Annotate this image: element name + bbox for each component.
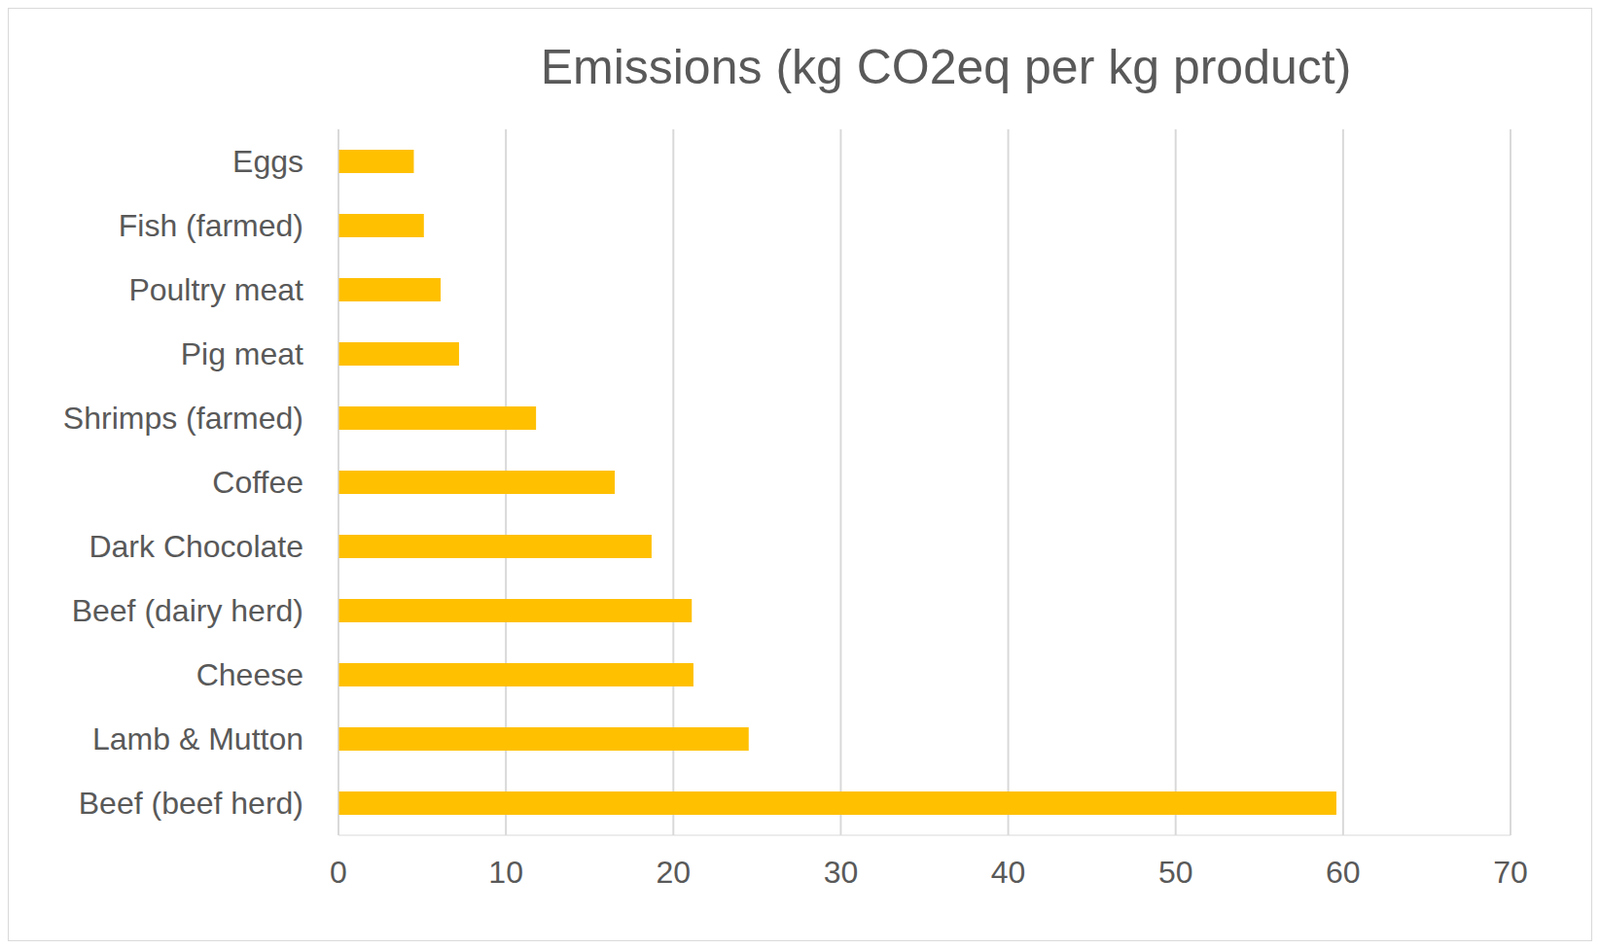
svg-text:Poultry meat: Poultry meat (128, 272, 304, 308)
svg-text:Fish (farmed): Fish (farmed) (118, 208, 304, 244)
svg-text:70: 70 (1493, 854, 1529, 890)
svg-text:Eggs: Eggs (232, 143, 304, 179)
svg-text:Dark Chocolate: Dark Chocolate (88, 529, 304, 565)
svg-text:Beef (dairy herd): Beef (dairy herd) (71, 593, 304, 629)
html-text:Emissions (kg CO2eq per kg pro: Emissions (kg CO2eq per kg product) (540, 39, 1352, 95)
svg-text:20: 20 (655, 854, 691, 890)
svg-text:Shrimps (farmed): Shrimps (farmed) (63, 400, 304, 436)
svg-text:50: 50 (1158, 854, 1194, 890)
svg-text:Pig meat: Pig meat (180, 336, 304, 372)
svg-text:Beef (beef herd): Beef (beef herd) (78, 785, 304, 821)
svg-text:Coffee: Coffee (212, 464, 304, 500)
svg-text:10: 10 (488, 854, 524, 890)
svg-text:40: 40 (991, 854, 1027, 890)
svg-text:Lamb & Mutton: Lamb & Mutton (92, 721, 304, 757)
svg-text:Cheese: Cheese (196, 657, 304, 693)
svg-text:0: 0 (329, 854, 348, 890)
svg-text:30: 30 (823, 854, 859, 890)
svg-text:60: 60 (1325, 854, 1361, 890)
